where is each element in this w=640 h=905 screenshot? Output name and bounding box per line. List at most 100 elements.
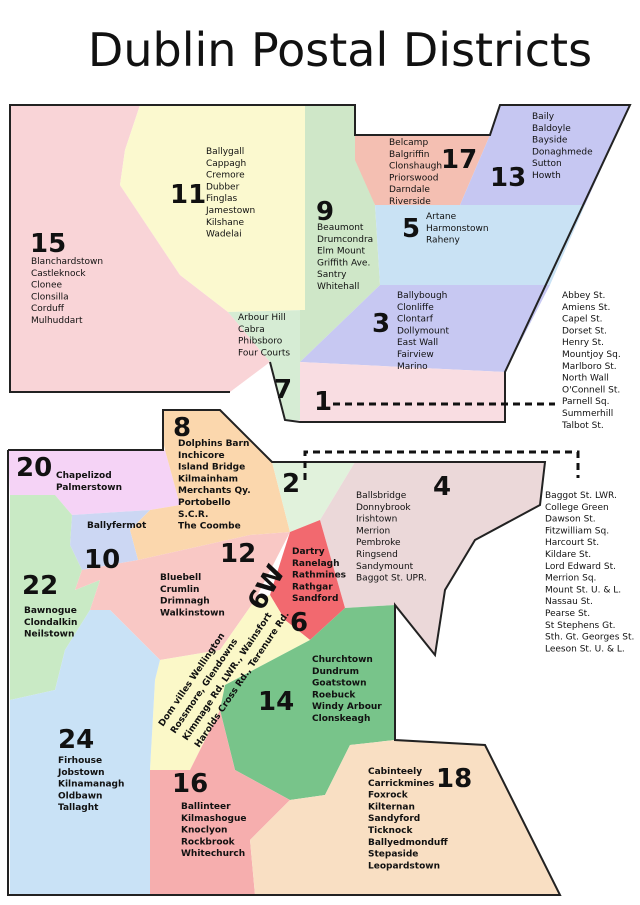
district-4-area: Baggot St. UPR. xyxy=(356,574,427,584)
district-4-area: Merrion xyxy=(356,526,390,536)
district-2-side-area: Fitzwilliam Sq. xyxy=(545,526,609,536)
district-1-side-area: Summerhill xyxy=(562,409,613,419)
district-18-area: Foxrock xyxy=(368,791,409,801)
district-14-area: Clonskeagh xyxy=(312,714,370,724)
district-9-number: 9 xyxy=(316,197,334,227)
district-4-area: Donnybrook xyxy=(356,503,411,513)
district-4-area: Pembroke xyxy=(356,538,401,548)
district-8-area: Inchicore xyxy=(178,451,225,461)
district-14-area: Goatstown xyxy=(312,679,367,689)
district-2-side-area: Lord Edward St. xyxy=(545,562,616,572)
district-4-region[interactable] xyxy=(320,462,545,655)
district-3-area: Dollymount xyxy=(397,326,449,336)
district-3-area: Fairview xyxy=(397,350,434,360)
map-title: Dublin Postal Districts xyxy=(88,23,592,77)
district-3-area: Marino xyxy=(397,362,428,372)
district-2-side-area: Kildare St. xyxy=(545,550,591,560)
district-18-region[interactable] xyxy=(250,740,560,895)
district-13-area: Sutton xyxy=(532,159,562,169)
district-1-side-area: Amiens St. xyxy=(562,303,610,313)
district-8-region[interactable] xyxy=(130,410,290,560)
district-18-area: Ballyedmonduff xyxy=(368,838,448,848)
district-13-area: Baldoyle xyxy=(532,124,571,134)
district-2-region[interactable] xyxy=(272,462,355,532)
district-13-region[interactable] xyxy=(460,105,630,205)
district-13-area: Bayside xyxy=(532,136,568,146)
district-24-region[interactable] xyxy=(10,610,160,895)
district-7-region[interactable] xyxy=(228,310,305,420)
district-13-number: 13 xyxy=(490,163,526,193)
district-16-area: Rockbrook xyxy=(181,837,236,847)
district-22-area: Neilstown xyxy=(24,630,74,640)
district-2-pointer-line xyxy=(303,450,580,480)
district-5-region[interactable] xyxy=(375,205,585,285)
district-9-area: Beaumont xyxy=(317,223,364,233)
district-7-area: Four Courts xyxy=(238,348,290,358)
district-18-area: Ticknock xyxy=(368,826,413,836)
district-2-side-area: Dawson St. xyxy=(545,515,596,525)
district-4-area: Sandymount xyxy=(356,562,414,572)
district-14-area: Roebuck xyxy=(312,690,356,700)
district-5-area: Harmonstown xyxy=(426,224,489,234)
district-6-area: Dartry xyxy=(292,547,325,557)
district-14-area: Churchtown xyxy=(312,655,373,665)
district-22-area: Clondalkin xyxy=(24,618,77,628)
district-6-area: Sandford xyxy=(292,594,338,604)
district-11-area: Cremore xyxy=(206,171,245,181)
district-15-area: Clonsilla xyxy=(31,292,69,302)
district-10-region[interactable] xyxy=(70,510,150,570)
district-18-area: Sandyford xyxy=(368,814,420,824)
district-24-area: Firhouse xyxy=(58,756,102,766)
district-11-area: Finglas xyxy=(206,194,237,204)
district-5-area: Artane xyxy=(426,212,457,222)
district-11-region[interactable] xyxy=(120,105,305,312)
district-12-area: Crumlin xyxy=(160,585,199,595)
district-22-number: 22 xyxy=(22,571,58,601)
district-1-side-area: Dorset St. xyxy=(562,326,607,336)
district-9-area: Santry xyxy=(317,270,347,280)
district-18-area: Cabinteely xyxy=(368,767,422,777)
district-10-area: Ballyfermot xyxy=(87,521,147,531)
district-16-number: 16 xyxy=(172,769,208,799)
district-15-area: Clonee xyxy=(31,281,63,291)
district-15-area: Mulhuddart xyxy=(31,316,83,326)
district-7-area: Phibsboro xyxy=(238,337,283,347)
district-15-region[interactable] xyxy=(10,105,270,392)
district-16-region[interactable] xyxy=(150,710,290,895)
district-17-region[interactable] xyxy=(355,135,490,205)
district-16-area: Kilmashogue xyxy=(181,814,247,824)
district-1-side-area: Abbey St. xyxy=(562,291,605,301)
district-1-side-area: Mountjoy Sq. xyxy=(562,350,621,360)
district-10-number: 10 xyxy=(84,545,120,575)
district-17-area: Balgriffin xyxy=(389,150,430,160)
district-2-side-area: St Stephens Gt. xyxy=(545,621,615,631)
district-6-region[interactable] xyxy=(270,520,345,640)
district-14-region[interactable] xyxy=(220,605,395,800)
district-20-area: Palmerstown xyxy=(56,483,122,493)
district-3-region[interactable] xyxy=(300,285,550,372)
district-2-side-area: Merrion Sq. xyxy=(545,574,596,584)
district-3-area: Clontarf xyxy=(397,315,434,325)
district-13-area: Baily xyxy=(532,112,555,122)
district-1-side-area: North Wall xyxy=(562,374,609,384)
district-4-number: 4 xyxy=(433,472,451,502)
district-9-area: Elm Mount xyxy=(317,247,365,257)
district-12-area: Walkinstown xyxy=(160,608,225,618)
district-2-side-area: Nassau St. xyxy=(545,597,593,607)
district-22-region[interactable] xyxy=(10,495,100,700)
district-6-area: Rathgar xyxy=(292,582,333,592)
district-12-area: Drimnagh xyxy=(160,597,210,607)
south-coast-outline xyxy=(7,409,562,896)
district-4-area: Irishtown xyxy=(356,515,397,525)
district-8-area: Island Bridge xyxy=(178,463,245,473)
district-12-region[interactable] xyxy=(75,532,290,660)
district-20-region[interactable] xyxy=(8,450,180,515)
district-7-area: Arbour Hill xyxy=(238,313,286,323)
district-6w-region[interactable] xyxy=(150,595,310,770)
district-1-side-area: O'Connell St. xyxy=(562,385,620,395)
district-3-number: 3 xyxy=(372,309,390,339)
district-15-number: 15 xyxy=(30,229,66,259)
district-12-number: 12 xyxy=(220,539,256,569)
district-1-region[interactable] xyxy=(300,362,505,422)
